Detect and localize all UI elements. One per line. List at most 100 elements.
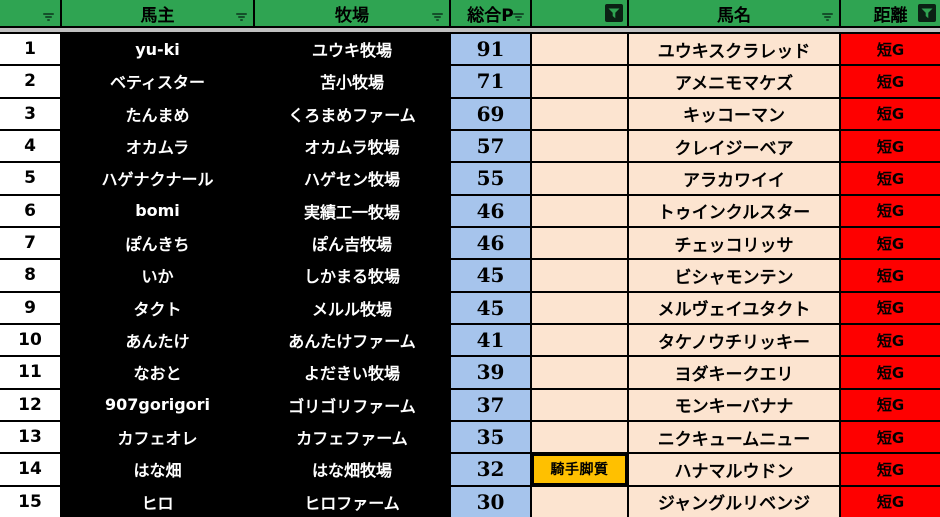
owner-cell[interactable]: カフェオレ	[62, 422, 253, 453]
row-number-cell[interactable]: 7	[0, 228, 60, 259]
distance-cell[interactable]: 短G	[841, 260, 940, 291]
extra-column-header[interactable]	[532, 0, 627, 26]
row-number-cell[interactable]: 1	[0, 34, 60, 65]
extra-cell[interactable]	[532, 98, 627, 129]
distance-cell[interactable]: 短G	[841, 325, 940, 356]
extra-cell[interactable]	[532, 325, 627, 356]
distance-cell[interactable]: 短G	[841, 389, 940, 420]
owner-cell[interactable]: ヒロ	[62, 486, 253, 517]
distance-cell[interactable]: 短G	[841, 228, 940, 259]
horse-name-cell[interactable]: ニクキュームニュー	[629, 422, 839, 453]
extra-cell[interactable]	[532, 131, 627, 162]
farm-cell[interactable]: ぽん吉牧場	[255, 228, 449, 259]
farm-cell[interactable]: 苫小牧場	[255, 66, 449, 97]
farm-cell[interactable]: カフェファーム	[255, 422, 449, 453]
points-cell[interactable]: 30	[451, 486, 530, 517]
distance-cell[interactable]: 短G	[841, 292, 940, 323]
row-number-cell[interactable]: 4	[0, 131, 60, 162]
distance-cell[interactable]: 短G	[841, 422, 940, 453]
farm-cell[interactable]: ハゲセン牧場	[255, 163, 449, 194]
distance-cell[interactable]: 短G	[841, 486, 940, 517]
corner-header-cell[interactable]	[0, 0, 60, 26]
farm-column-header[interactable]: 牧場	[255, 0, 449, 26]
row-number-cell[interactable]: 10	[0, 325, 60, 356]
farm-cell[interactable]: しかまる牧場	[255, 260, 449, 291]
owner-cell[interactable]: たんまめ	[62, 98, 253, 129]
distance-cell[interactable]: 短G	[841, 98, 940, 129]
active-filter-funnel-icon[interactable]	[918, 4, 936, 22]
row-number-cell[interactable]: 12	[0, 389, 60, 420]
distance-cell[interactable]: 短G	[841, 66, 940, 97]
owner-cell[interactable]: 907gorigori	[62, 389, 253, 420]
farm-cell[interactable]: ヒロファーム	[255, 486, 449, 517]
jockey-style-cell[interactable]: 騎手脚質	[532, 454, 627, 485]
total-points-column-header[interactable]: 総合P	[451, 0, 530, 26]
filter-dropdown-icon[interactable]	[235, 12, 248, 21]
horse-name-cell[interactable]: キッコーマン	[629, 98, 839, 129]
owner-cell[interactable]: ハゲナクナール	[62, 163, 253, 194]
points-cell[interactable]: 71	[451, 66, 530, 97]
owner-cell[interactable]: タクト	[62, 292, 253, 323]
row-number-cell[interactable]: 5	[0, 163, 60, 194]
horse-name-cell[interactable]: アメニモマケズ	[629, 66, 839, 97]
extra-cell[interactable]	[532, 163, 627, 194]
row-number-cell[interactable]: 15	[0, 486, 60, 517]
horse-name-cell[interactable]: ユウキスクラレッド	[629, 34, 839, 65]
extra-cell[interactable]	[532, 66, 627, 97]
owner-cell[interactable]: オカムラ	[62, 131, 253, 162]
owner-cell[interactable]: bomi	[62, 195, 253, 226]
points-cell[interactable]: 46	[451, 195, 530, 226]
points-cell[interactable]: 32	[451, 454, 530, 485]
owner-cell[interactable]: yu-ki	[62, 34, 253, 65]
points-cell[interactable]: 57	[451, 131, 530, 162]
row-number-cell[interactable]: 13	[0, 422, 60, 453]
distance-column-header[interactable]: 距離	[841, 0, 940, 26]
filter-dropdown-icon[interactable]	[821, 12, 834, 21]
distance-cell[interactable]: 短G	[841, 454, 940, 485]
farm-cell[interactable]: ゴリゴリファーム	[255, 389, 449, 420]
row-number-cell[interactable]: 9	[0, 292, 60, 323]
extra-cell[interactable]	[532, 34, 627, 65]
extra-cell[interactable]	[532, 195, 627, 226]
horse-name-cell[interactable]: ジャングルリベンジ	[629, 486, 839, 517]
farm-cell[interactable]: オカムラ牧場	[255, 131, 449, 162]
owner-cell[interactable]: ぽんきち	[62, 228, 253, 259]
row-number-cell[interactable]: 14	[0, 454, 60, 485]
distance-cell[interactable]: 短G	[841, 195, 940, 226]
active-filter-funnel-icon[interactable]	[605, 4, 623, 22]
owner-cell[interactable]: ベティスター	[62, 66, 253, 97]
filter-dropdown-icon[interactable]	[431, 12, 444, 21]
farm-cell[interactable]: 実績工一牧場	[255, 195, 449, 226]
horse-name-cell[interactable]: アラカワイイ	[629, 163, 839, 194]
horse-name-cell[interactable]: チェッコリッサ	[629, 228, 839, 259]
row-number-cell[interactable]: 6	[0, 195, 60, 226]
extra-cell[interactable]	[532, 486, 627, 517]
points-cell[interactable]: 55	[451, 163, 530, 194]
points-cell[interactable]: 69	[451, 98, 530, 129]
horse-name-cell[interactable]: ハナマルウドン	[629, 454, 839, 485]
distance-cell[interactable]: 短G	[841, 131, 940, 162]
horse-name-cell[interactable]: タケノウチリッキー	[629, 325, 839, 356]
filter-dropdown-icon[interactable]	[512, 12, 525, 21]
farm-cell[interactable]: メルル牧場	[255, 292, 449, 323]
horse-name-cell[interactable]: モンキーバナナ	[629, 389, 839, 420]
points-cell[interactable]: 39	[451, 357, 530, 388]
points-cell[interactable]: 91	[451, 34, 530, 65]
owner-cell[interactable]: あんたけ	[62, 325, 253, 356]
farm-cell[interactable]: くろまめファーム	[255, 98, 449, 129]
horse-name-column-header[interactable]: 馬名	[629, 0, 839, 26]
farm-cell[interactable]: あんたけファーム	[255, 325, 449, 356]
extra-cell[interactable]	[532, 389, 627, 420]
points-cell[interactable]: 41	[451, 325, 530, 356]
row-number-cell[interactable]: 2	[0, 66, 60, 97]
extra-cell[interactable]	[532, 292, 627, 323]
points-cell[interactable]: 46	[451, 228, 530, 259]
points-cell[interactable]: 45	[451, 260, 530, 291]
points-cell[interactable]: 37	[451, 389, 530, 420]
owner-cell[interactable]: いか	[62, 260, 253, 291]
farm-cell[interactable]: よだきい牧場	[255, 357, 449, 388]
distance-cell[interactable]: 短G	[841, 34, 940, 65]
row-number-cell[interactable]: 8	[0, 260, 60, 291]
extra-cell[interactable]	[532, 357, 627, 388]
points-cell[interactable]: 35	[451, 422, 530, 453]
